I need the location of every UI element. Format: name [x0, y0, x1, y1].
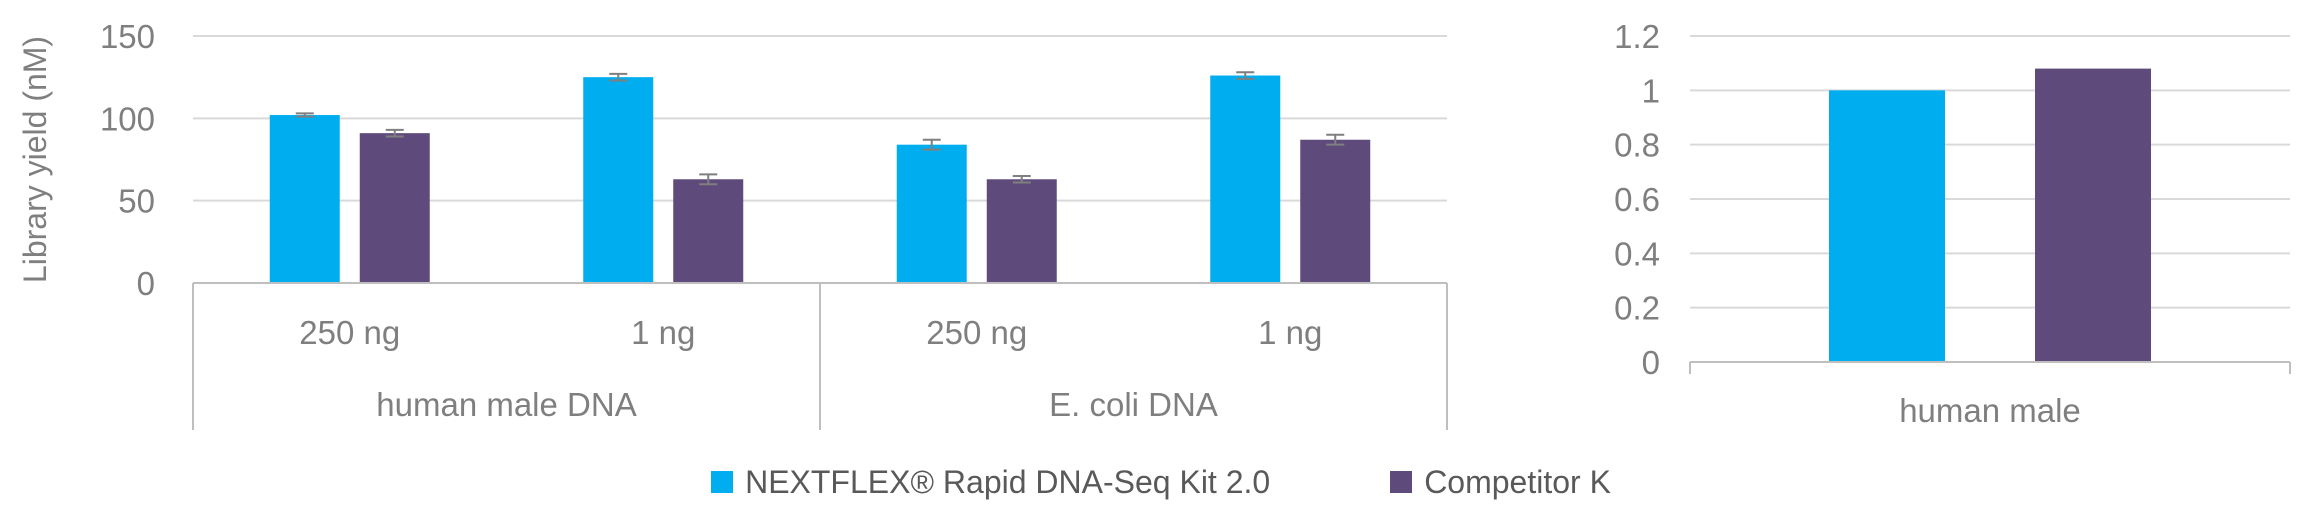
- legend-item-nextflex: NEXTFLEX® Rapid DNA-Seq Kit 2.0: [711, 464, 1270, 501]
- bar: [583, 77, 654, 284]
- y-axis-label: Library yield (nM): [17, 36, 53, 283]
- x-tick-label: 1 ng: [631, 314, 695, 351]
- bar: [1829, 90, 1945, 362]
- bar: [673, 179, 744, 283]
- x-tick-label: 1 ng: [1258, 314, 1322, 351]
- group-label: E. coli DNA: [1049, 386, 1218, 423]
- y-tick-label: 0: [137, 265, 155, 302]
- bar: [986, 179, 1057, 283]
- legend-label-competitor: Competitor K: [1424, 463, 1611, 500]
- x-tick-label: 250 ng: [299, 314, 400, 351]
- legend-swatch-nextflex: [711, 471, 734, 493]
- legend-label-nextflex: NEXTFLEX® Rapid DNA-Seq Kit 2.0: [745, 463, 1271, 500]
- x-tick-label: human male: [1899, 392, 2081, 429]
- y-tick-label: 1.2: [1614, 18, 1660, 55]
- bar: [359, 133, 430, 283]
- y-tick-label: 100: [100, 100, 155, 137]
- y-tick-label: 1: [1642, 72, 1660, 109]
- legend-item-competitor: Competitor K: [1390, 464, 1611, 501]
- y-tick-label: 0.4: [1614, 235, 1660, 272]
- bar: [1300, 139, 1371, 283]
- right-chart: 0 0.2 0.4 0.6 0.8 1 1.2 human male: [1614, 18, 2291, 429]
- y-tick-label: 0.6: [1614, 181, 1660, 218]
- left-chart: 0 50 100 150 Library yield (nM) 250 ng 1 ng 250…: [17, 18, 1448, 430]
- group-label: human male DNA: [376, 386, 636, 423]
- bar: [896, 144, 967, 283]
- y-tick-label: 150: [100, 18, 155, 55]
- bar: [2035, 68, 2151, 362]
- bar: [269, 115, 340, 283]
- bar: [1210, 75, 1281, 284]
- y-tick-label: 0.2: [1614, 290, 1660, 327]
- y-tick-label: 0.8: [1614, 127, 1660, 164]
- x-tick-label: 250 ng: [926, 314, 1027, 351]
- y-tick-label: 0: [1642, 344, 1660, 381]
- legend: NEXTFLEX® Rapid DNA-Seq Kit 2.0 Competit…: [0, 452, 2322, 512]
- y-tick-label: 50: [118, 183, 155, 220]
- legend-swatch-competitor: [1390, 471, 1413, 493]
